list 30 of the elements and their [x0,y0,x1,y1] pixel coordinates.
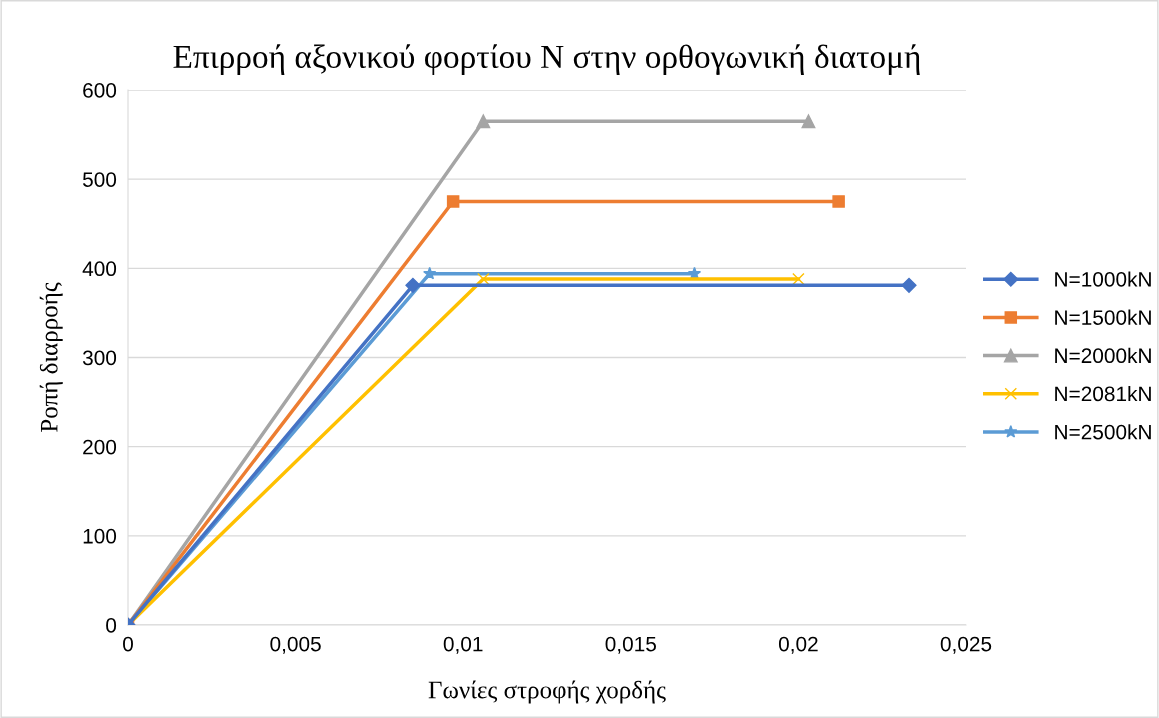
legend-label: N=2500kN [1055,424,1151,440]
x-tick-label: 0,01 [443,636,483,654]
point [901,277,917,293]
legend-label: N=2081kN [1055,385,1151,402]
y-tick-label: 200 [83,439,117,455]
x-tick-label: 0,005 [270,636,321,654]
x-axis-title: Γωνίες στροφής χορδής [428,680,666,704]
chart-title: Επιρροή αξονικού φορτίου N στην ορθογωνική διατομή [173,44,920,75]
point [477,272,490,286]
point [446,195,460,208]
legend-label: N=1500kN [1055,309,1151,325]
point [832,195,845,208]
point [405,277,421,293]
x-tick-label: 0,02 [778,636,818,654]
x-tick-label: 0,015 [605,636,656,654]
legend-label: N=2000kN [1055,347,1151,364]
y-tick-label: 0 [106,618,117,633]
y-tick-label: 600 [83,83,117,98]
x-tick-label: 0,025 [940,636,992,654]
y-tick-label: 500 [82,172,117,187]
point [423,266,437,280]
x-tick-label: 0 [123,636,133,652]
y-tick-label: 400 [82,261,117,277]
point [801,114,816,129]
point [476,114,491,129]
y-tick-label: 100 [83,528,117,544]
y-axis-title: Ροπή διαρροής [39,282,63,432]
y-tick-label: 300 [82,350,117,366]
point [792,272,805,286]
legend-label: N=1000kN [1055,271,1151,287]
